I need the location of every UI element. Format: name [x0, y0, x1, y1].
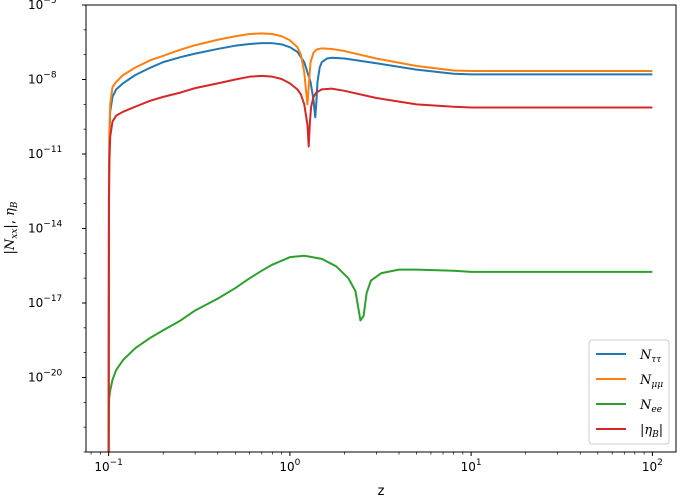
y-axis-label: |Nxx|, ηB — [3, 201, 20, 254]
y-tick-label-0: 10−20 — [28, 369, 63, 385]
legend: Nττ Nμμ Nee |ηB| — [588, 339, 670, 445]
x-tick-label-0: 10−1 — [94, 458, 123, 474]
legend-label-2: Nee — [639, 398, 662, 415]
svg-text:|Nxx|, ηB: |Nxx|, ηB — [3, 201, 20, 254]
series-line-2 — [107, 254, 653, 452]
legend-box — [588, 339, 670, 445]
y-tick-label-3: 10−11 — [28, 145, 62, 161]
legend-label-1: Nμμ — [639, 373, 663, 390]
x-axis-label: z — [378, 484, 385, 499]
y-tick-label-4: 10−8 — [28, 71, 57, 87]
y-tick-label-5: 10−5 — [28, 0, 57, 12]
x-tick-label-1: 100 — [279, 458, 300, 474]
legend-label-0: Nττ — [639, 348, 662, 365]
x-tick-label-3: 102 — [642, 458, 663, 474]
x-axis: 10−1 100 101 102 — [90, 452, 663, 474]
series-line-0 — [107, 42, 653, 452]
y-tick-label-2: 10−14 — [28, 220, 63, 236]
series-line-1 — [107, 32, 653, 452]
plot-area — [86, 5, 676, 452]
legend-label-3: |ηB| — [640, 423, 663, 440]
series-layer — [107, 32, 653, 452]
series-line-3 — [107, 74, 653, 452]
y-tick-label-1: 10−17 — [28, 294, 62, 310]
x-tick-label-2: 101 — [461, 458, 482, 474]
y-axis: 10−20 10−17 10−14 10−11 10−8 10−5 — [28, 0, 86, 453]
